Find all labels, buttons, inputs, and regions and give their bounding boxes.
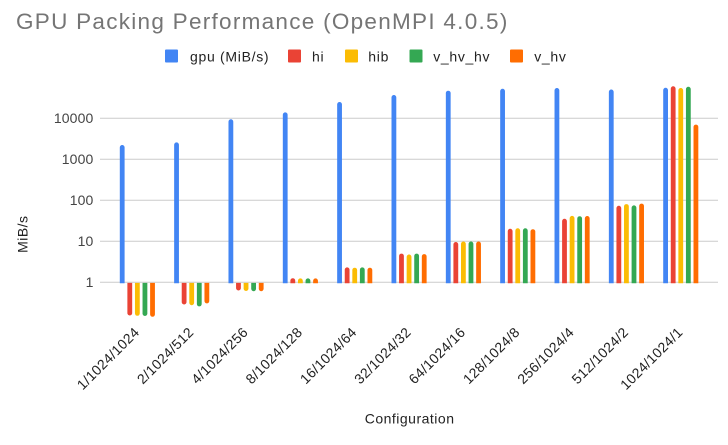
svg-text:MiB/s: MiB/s — [15, 216, 31, 253]
svg-text:GPU Packing Performance (OpenM: GPU Packing Performance (OpenMPI 4.0.5) — [16, 9, 509, 34]
svg-text:gpu (MiB/s): gpu (MiB/s) — [190, 49, 269, 65]
svg-text:hi: hi — [312, 49, 324, 65]
svg-text:Configuration: Configuration — [365, 411, 455, 427]
svg-text:1: 1 — [86, 274, 94, 290]
svg-text:v_hv_hv: v_hv_hv — [433, 49, 490, 65]
svg-text:hib: hib — [368, 49, 389, 65]
svg-text:100: 100 — [70, 192, 94, 208]
svg-text:10000: 10000 — [54, 110, 94, 126]
svg-text:10: 10 — [78, 233, 94, 249]
svg-text:v_hv: v_hv — [534, 49, 566, 65]
svg-text:1000: 1000 — [62, 151, 94, 167]
